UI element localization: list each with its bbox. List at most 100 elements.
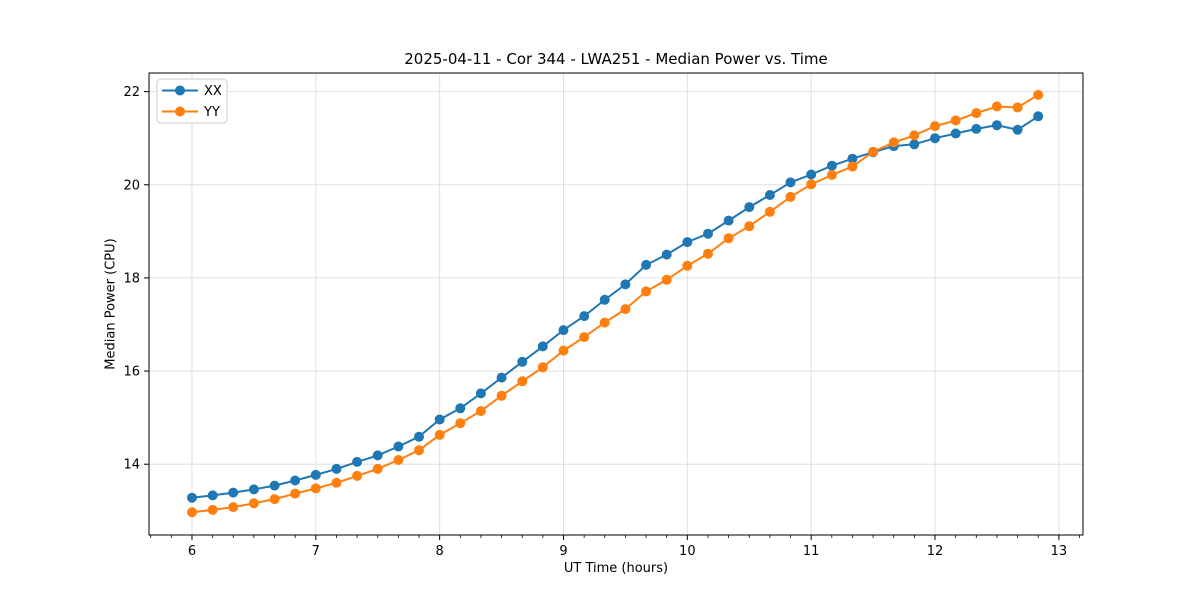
series-yy-marker: [414, 445, 424, 456]
series-xx-marker: [909, 139, 920, 150]
legend-label: YY: [203, 105, 220, 120]
series-xx-marker: [826, 160, 837, 171]
series-yy-marker: [847, 161, 858, 172]
y-axis: 14 16 18 20 22: [123, 85, 149, 473]
series-yy-marker: [599, 317, 610, 328]
x-axis: 6 7 8 9 10 11 12 13: [150, 535, 1080, 559]
series-xx-marker: [372, 450, 383, 461]
series-yy-marker: [248, 498, 259, 509]
series-yy-marker: [723, 233, 734, 244]
x-axis-label: UT Time (hours): [563, 561, 669, 576]
series-xx-marker: [971, 123, 982, 134]
series-yy-marker: [352, 470, 363, 481]
series-xx-marker: [950, 128, 961, 139]
series-xx-marker: [661, 249, 672, 260]
series-yy-line: [191, 94, 1039, 514]
series-xx-marker: [290, 475, 301, 486]
y-tick-label: 18: [123, 271, 140, 286]
legend: XX YY: [156, 78, 228, 124]
series-yy-marker: [290, 488, 301, 499]
chart-title: 2025-04-11 - Cor 344 - LWA251 - Median P…: [404, 50, 828, 68]
series-xx-marker: [930, 133, 940, 144]
y-tick-label: 22: [123, 85, 140, 100]
series-yy-marker: [826, 170, 837, 180]
series-yy-marker: [517, 376, 528, 387]
legend-marker-sample: [175, 85, 185, 96]
y-tick-label: 14: [123, 458, 140, 473]
series-yy-marker: [187, 507, 197, 518]
series-yy-marker: [475, 406, 486, 417]
x-tick-label: 12: [927, 544, 944, 559]
series-yy-marker: [310, 483, 321, 494]
series-yy-marker: [558, 345, 569, 356]
series-xx-marker: [620, 279, 631, 290]
series-yy-marker: [682, 260, 693, 271]
series-yy-marker: [785, 191, 796, 202]
series-xx-marker: [847, 153, 858, 164]
series-yy-marker: [806, 179, 817, 190]
x-tick-label: 13: [1051, 544, 1068, 559]
series-xx-marker: [682, 237, 693, 248]
series-xx-marker: [228, 487, 239, 498]
series-yy-marker: [888, 137, 899, 148]
x-tick-label: 7: [312, 544, 320, 559]
series-xx-marker: [1012, 124, 1023, 135]
series-yy-marker: [228, 502, 239, 513]
series-xx-marker: [599, 294, 610, 305]
x-tick-label: 9: [559, 544, 567, 559]
series-xx-line: [191, 115, 1039, 499]
series-xx-marker: [723, 215, 734, 226]
series-yy-marker: [744, 221, 755, 232]
series-xx-marker: [517, 356, 528, 367]
series-yy-marker: [641, 286, 652, 297]
series-yy-marker: [661, 274, 672, 285]
series-yy-marker: [703, 248, 713, 259]
series-xx-marker: [207, 490, 218, 501]
series-xx-marker: [537, 341, 548, 352]
series-yy-marker: [991, 101, 1002, 112]
series-xx-marker: [496, 372, 507, 383]
series-yy: [187, 89, 1044, 518]
series-yy-marker: [269, 494, 280, 505]
y-axis-label: Median Power (CPU): [103, 238, 119, 370]
series-yy-marker: [764, 206, 775, 217]
x-tick-label: 10: [679, 544, 696, 559]
series-xx-marker: [331, 463, 342, 474]
series-yy-marker: [331, 477, 342, 488]
series-xx-marker: [991, 120, 1002, 131]
series-xx-marker: [558, 325, 569, 336]
series-xx-marker: [475, 388, 486, 399]
legend-item-yy: YY: [162, 105, 220, 120]
series-xx-marker: [1033, 111, 1044, 122]
series-yy-marker: [620, 304, 631, 315]
series-yy-marker: [868, 146, 879, 157]
legend-label: XX: [204, 84, 222, 99]
x-tick-label: 8: [436, 544, 444, 559]
series-xx-marker: [310, 469, 321, 480]
series-yy-marker: [207, 504, 218, 515]
series-yy-marker: [950, 115, 961, 126]
series-xx-marker: [703, 228, 713, 239]
series-yy-marker: [455, 418, 466, 429]
series-xx-marker: [187, 492, 197, 503]
series-yy-marker: [434, 429, 445, 440]
series-xx-marker: [806, 169, 817, 180]
plot-border: [148, 72, 1084, 536]
series-xx-marker: [579, 311, 590, 322]
series-yy-marker: [1012, 102, 1023, 113]
grid-lines: [149, 73, 1083, 535]
series-yy-marker: [372, 463, 383, 474]
series-yy-marker: [393, 455, 404, 465]
legend-marker-sample: [175, 106, 185, 117]
x-tick-label: 6: [188, 544, 196, 559]
y-tick-label: 16: [123, 365, 140, 380]
legend-item-xx: XX: [162, 84, 222, 99]
series-yy-marker: [971, 108, 982, 119]
series-yy-marker: [1033, 89, 1044, 100]
series-xx-marker: [393, 441, 404, 452]
series-xx-marker: [352, 456, 363, 467]
series-yy-marker: [496, 390, 507, 401]
series-yy-marker: [909, 130, 920, 141]
series-xx-marker: [269, 480, 280, 491]
